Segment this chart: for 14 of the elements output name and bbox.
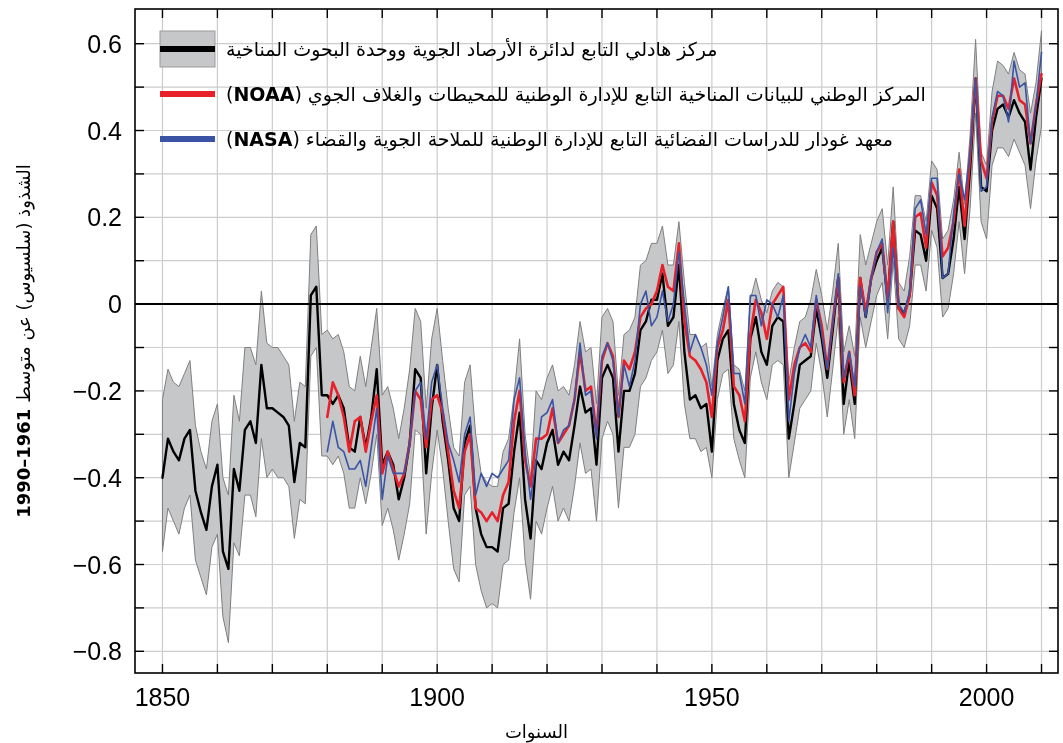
y-tick-label: −0.4 (72, 463, 123, 492)
y-tick-label: 0.6 (87, 29, 122, 58)
y-tick-label: −0.2 (72, 376, 122, 405)
y-tick-label: −0.8 (72, 637, 122, 666)
y-tick-label: 0.4 (87, 116, 123, 145)
y-tick-label: −0.6 (72, 550, 122, 579)
y-tick-label: 0 (108, 290, 122, 319)
x-tick-label: 1950 (684, 683, 740, 711)
x-tick-label: 2000 (958, 683, 1015, 711)
y-tick-label: 0.2 (87, 203, 122, 232)
x-axis-title: السنوات (504, 721, 569, 743)
x-tick-label: 1850 (134, 683, 191, 711)
legend-label: مركز هادلي التابع لدائرة الأرصاد الجوية ووحدة البحوث المناخية (226, 38, 718, 61)
x-tick-label: 1900 (409, 683, 465, 711)
